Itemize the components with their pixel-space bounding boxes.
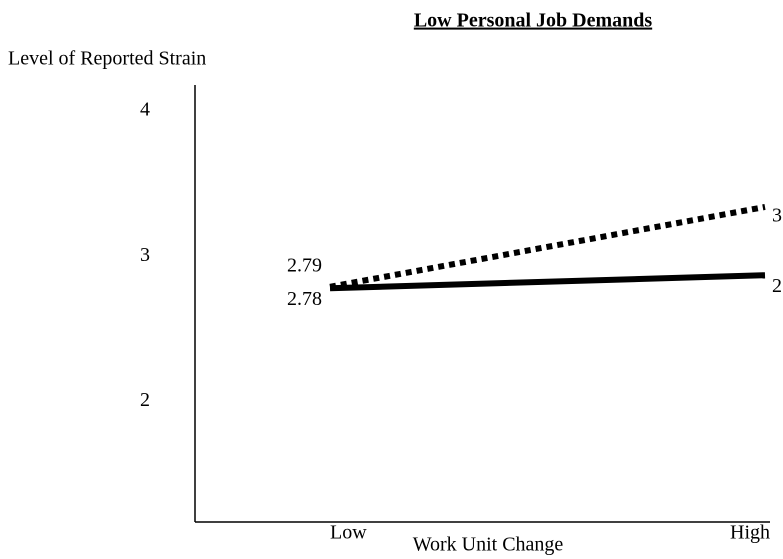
value-label: 2.79 xyxy=(287,254,322,276)
chart-title: Low Personal Job Demands xyxy=(414,10,653,32)
x-tick-label: High xyxy=(730,522,770,544)
x-axis-label: Work Unit Change xyxy=(413,534,564,556)
series-line xyxy=(329,272,766,292)
value-label: 2.87 xyxy=(772,275,783,297)
series-line xyxy=(329,204,766,290)
y-tick-label: 3 xyxy=(140,244,150,266)
y-tick-label: 4 xyxy=(140,99,150,121)
x-tick-label: Low xyxy=(330,522,367,544)
y-tick-label: 2 xyxy=(140,389,150,411)
value-label: 3.34 xyxy=(772,205,783,227)
y-axis-label: Level of Reported Strain xyxy=(8,48,206,70)
value-label: 2.78 xyxy=(287,288,322,310)
